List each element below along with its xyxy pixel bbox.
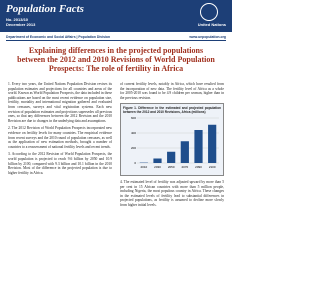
document: Population Facts No. 2013/10 December 201…	[0, 0, 232, 298]
paragraph: of current fertility levels, notably in …	[120, 82, 224, 100]
y-tick-label: 400	[131, 131, 136, 135]
issue-number: No. 2013/10	[6, 17, 29, 22]
left-column: 1. Every two years, the United Nations P…	[8, 82, 112, 298]
bar	[167, 152, 176, 164]
bar	[153, 158, 162, 164]
y-tick-label: 200	[131, 146, 136, 150]
header-bar: Population Facts No. 2013/10 December 201…	[0, 0, 232, 32]
paragraph: 2. The 2012 Revision of World Population…	[8, 126, 112, 149]
un-logo	[200, 3, 218, 21]
issue-date: December 2013	[6, 22, 36, 27]
page-body: Population Facts No. 2013/10 December 201…	[0, 0, 232, 298]
x-tick-label: 2010	[140, 165, 147, 169]
figure: Figure 1. Difference in the estimated an…	[120, 103, 224, 176]
department: Department of Economic and Social Affair…	[6, 35, 226, 41]
x-tick-label: 2070	[181, 165, 188, 169]
x-tick-label: 2030	[154, 165, 161, 169]
y-tick-label: 600	[131, 116, 136, 120]
paragraph: 1. Every two years, the United Nations P…	[8, 82, 112, 123]
website[interactable]: www.unpopulation.org	[189, 35, 226, 39]
right-column: of current fertility levels, notably in …	[120, 82, 224, 298]
bar	[180, 141, 189, 164]
x-tick-label: 2100	[209, 165, 216, 169]
chart: 0 200 400 600 2010 2030 2050 2070 2090 2100	[131, 116, 219, 169]
bar	[194, 130, 203, 164]
bar	[208, 125, 217, 164]
document-title: Explaining differences in the projected …	[17, 46, 215, 73]
paragraph: 4. The estimated level of fertility was …	[120, 179, 224, 207]
figure-title: Figure 1. Difference in the estimated an…	[123, 106, 221, 115]
x-tick-label: 2050	[168, 165, 175, 169]
paragraph: 3. According to the 2012 Revision of Wor…	[8, 152, 112, 175]
series-title: Population Facts	[6, 3, 84, 15]
organization: United Nations	[197, 22, 226, 27]
issue-info: No. 2013/10 December 2013	[6, 17, 35, 27]
x-tick-label: 2090	[195, 165, 202, 169]
y-tick-label: 0	[134, 161, 136, 165]
